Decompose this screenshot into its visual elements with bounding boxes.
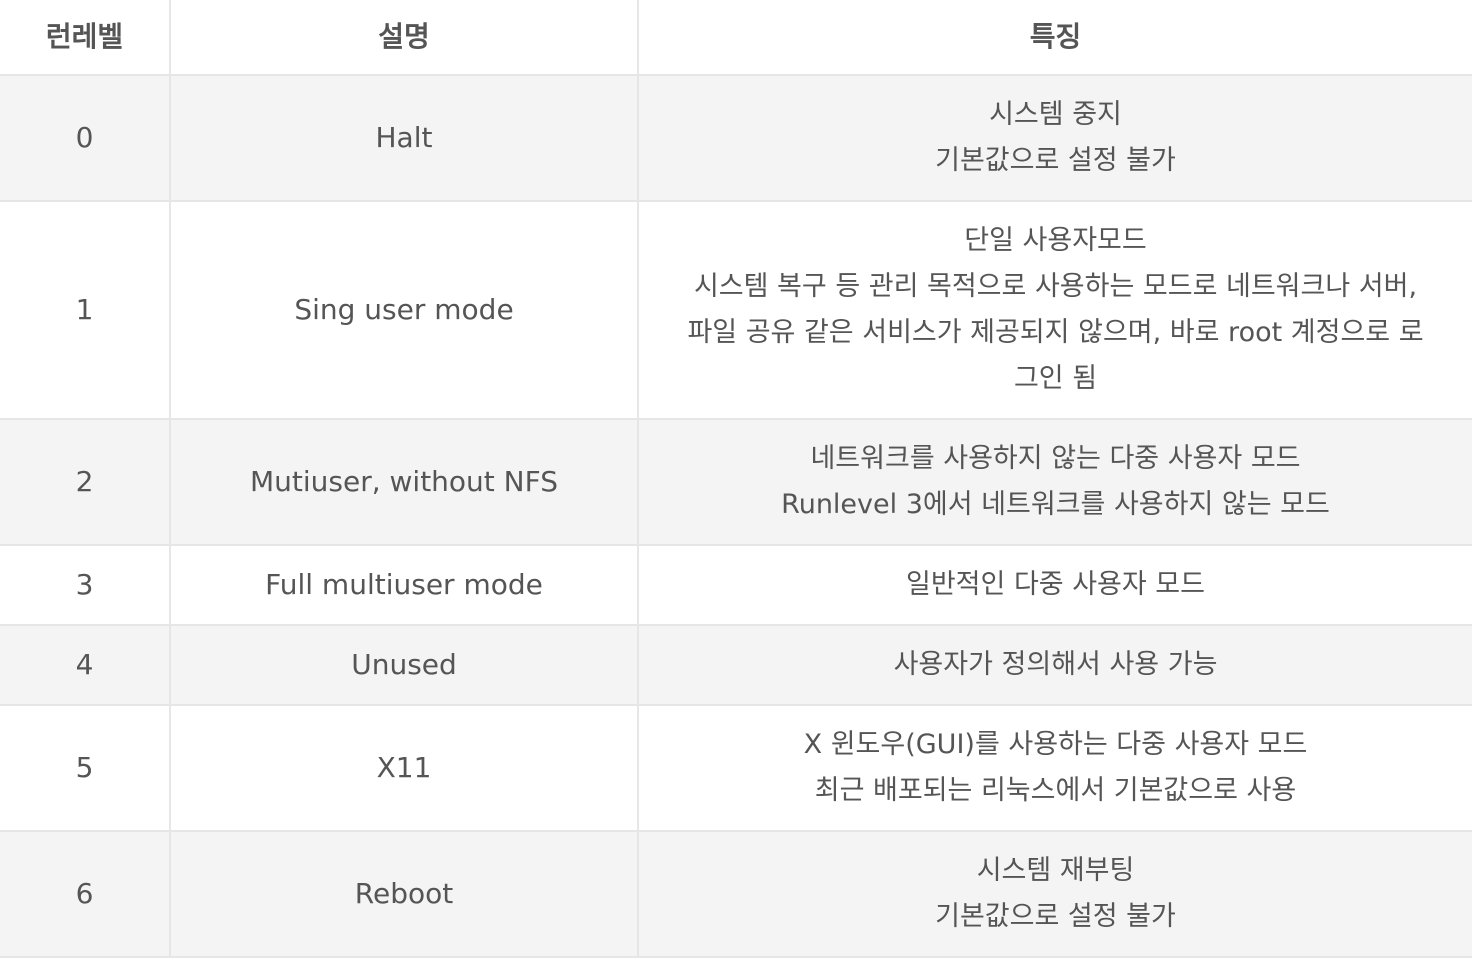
table-row: 4 Unused 사용자가 정의해서 사용 가능 — [0, 624, 1472, 706]
description-cell: Sing user mode — [169, 200, 639, 420]
feature-line: 일반적인 다중 사용자 모드 — [906, 569, 1205, 600]
table-header-row: 런레벨 설명 특징 — [0, 0, 1472, 76]
feature-line: 시스템 중지 — [989, 99, 1122, 130]
runlevel-cell: 5 — [0, 704, 171, 832]
feature-line: 사용자가 정의해서 사용 가능 — [893, 649, 1218, 680]
description-cell: Halt — [169, 74, 639, 202]
features-cell: 네트워크를 사용하지 않는 다중 사용자 모드 Runlevel 3에서 네트워… — [637, 418, 1472, 546]
table-row: 0 Halt 시스템 중지 기본값으로 설정 불가 — [0, 74, 1472, 202]
feature-line: 시스템 복구 등 관리 목적으로 사용하는 모드로 네트워크나 서버, — [693, 271, 1418, 302]
feature-line: 네트워크를 사용하지 않는 다중 사용자 모드 — [810, 443, 1301, 474]
runlevel-cell: 2 — [0, 418, 171, 546]
runlevel-cell: 4 — [0, 624, 171, 706]
feature-line: 기본값으로 설정 불가 — [935, 145, 1176, 176]
feature-line: 기본값으로 설정 불가 — [935, 901, 1176, 932]
table-row: 2 Mutiuser, without NFS 네트워크를 사용하지 않는 다중… — [0, 418, 1472, 546]
description-cell: Unused — [169, 624, 639, 706]
table-row: 6 Reboot 시스템 재부팅 기본값으로 설정 불가 — [0, 830, 1472, 958]
features-cell: 시스템 중지 기본값으로 설정 불가 — [637, 74, 1472, 202]
description-cell: X11 — [169, 704, 639, 832]
description-cell: Mutiuser, without NFS — [169, 418, 639, 546]
header-runlevel: 런레벨 — [0, 0, 171, 76]
features-cell: X 윈도우(GUI)를 사용하는 다중 사용자 모드 최근 배포되는 리눅스에서… — [637, 704, 1472, 832]
feature-line: 단일 사용자모드 — [964, 225, 1147, 256]
features-cell: 일반적인 다중 사용자 모드 — [637, 544, 1472, 626]
table-row: 5 X11 X 윈도우(GUI)를 사용하는 다중 사용자 모드 최근 배포되는… — [0, 704, 1472, 832]
runlevel-cell: 6 — [0, 830, 171, 958]
feature-line: 최근 배포되는 리눅스에서 기본값으로 사용 — [814, 775, 1297, 806]
feature-line: Runlevel 3에서 네트워크를 사용하지 않는 모드 — [781, 489, 1330, 520]
header-features: 특징 — [637, 0, 1472, 76]
feature-line: X 윈도우(GUI)를 사용하는 다중 사용자 모드 — [803, 729, 1308, 760]
features-cell: 단일 사용자모드 시스템 복구 등 관리 목적으로 사용하는 모드로 네트워크나… — [637, 200, 1472, 420]
feature-line: 그인 됨 — [1013, 363, 1098, 394]
header-description: 설명 — [169, 0, 639, 76]
features-cell: 시스템 재부팅 기본값으로 설정 불가 — [637, 830, 1472, 958]
runlevel-cell: 3 — [0, 544, 171, 626]
features-cell: 사용자가 정의해서 사용 가능 — [637, 624, 1472, 706]
table-row: 3 Full multiuser mode 일반적인 다중 사용자 모드 — [0, 544, 1472, 626]
description-cell: Reboot — [169, 830, 639, 958]
feature-line: 파일 공유 같은 서비스가 제공되지 않으며, 바로 root 계정으로 로 — [687, 317, 1424, 348]
feature-line: 시스템 재부팅 — [976, 855, 1135, 886]
runlevel-cell: 0 — [0, 74, 171, 202]
runlevel-cell: 1 — [0, 200, 171, 420]
description-cell: Full multiuser mode — [169, 544, 639, 626]
table-row: 1 Sing user mode 단일 사용자모드 시스템 복구 등 관리 목적… — [0, 200, 1472, 420]
